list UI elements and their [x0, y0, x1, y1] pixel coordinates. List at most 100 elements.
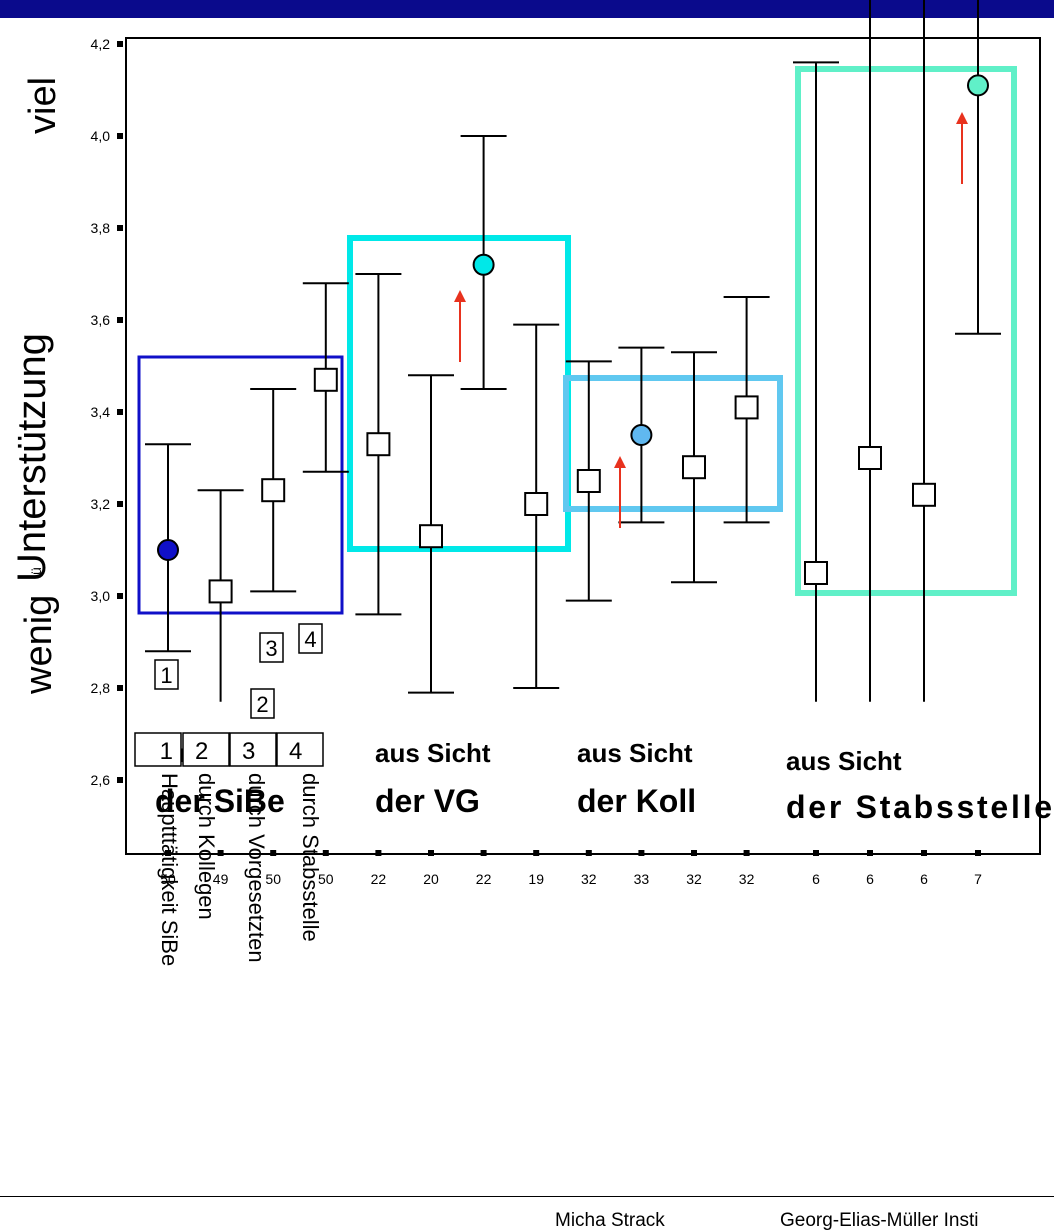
y-tick-mark [117, 133, 123, 139]
point-number-box [250, 688, 275, 719]
footer-author: Micha Strack [555, 1210, 665, 1231]
legend-number-box [134, 732, 182, 767]
x-tick-mark [375, 850, 382, 856]
y-tick-label: 3,0 [91, 588, 111, 604]
x-count-label: 22 [476, 871, 492, 887]
mean-marker-square [734, 395, 759, 420]
mean-marker-square [261, 478, 286, 503]
group-label-line1: aus Sicht [577, 738, 693, 768]
mean-marker-square [366, 432, 391, 457]
point-number-label: 3 [265, 636, 277, 661]
y-tick-mark [117, 41, 123, 47]
y-tick-label: 2,6 [91, 772, 111, 788]
mean-marker-square [576, 469, 601, 493]
mean-marker-square [858, 446, 882, 470]
group-label-line2: der SiBe [155, 783, 285, 819]
x-count-label: 50 [160, 871, 176, 887]
footer-institute: Georg-Elias-Müller Insti [780, 1210, 979, 1231]
x-tick-mark [638, 850, 645, 856]
x-tick-mark [975, 850, 981, 856]
y-tick-label: 3,2 [91, 496, 111, 512]
x-count-label: 32 [739, 871, 755, 887]
x-tick-mark [691, 850, 697, 856]
x-tick-mark [743, 850, 750, 856]
y-tick-label: 3,4 [91, 404, 111, 420]
y-tick-label: 4,2 [91, 36, 111, 52]
x-tick-mark [813, 850, 819, 856]
group-box-4 [795, 66, 1017, 596]
x-tick-mark [921, 850, 927, 856]
x-tick-mark [217, 850, 224, 856]
improvement-arrow-head [454, 290, 466, 302]
mean-marker-circle [967, 74, 989, 97]
x-count-label: 49 [213, 871, 229, 887]
y-tick-mark [117, 593, 123, 599]
mean-marker-circle [157, 539, 179, 561]
legend-text-2: durch Kollegen [194, 773, 219, 920]
legend-number-box [276, 732, 324, 767]
x-tick-mark [585, 850, 592, 856]
x-count-label: 32 [581, 871, 597, 887]
x-tick-mark [867, 850, 873, 856]
mean-marker-circle [472, 253, 495, 276]
plot-frame [125, 37, 1041, 855]
x-count-label: 6 [812, 871, 820, 887]
mean-marker-square [524, 492, 549, 516]
point-number-box [298, 623, 323, 654]
legend-number: 3 [242, 738, 255, 765]
group-box-3 [563, 375, 783, 512]
legend-text-4: durch Stabsstelle [298, 773, 323, 942]
x-count-label: 33 [634, 871, 650, 887]
y-tick-label: 3,6 [91, 312, 111, 328]
legend-number: 2 [195, 738, 208, 765]
x-count-label: 50 [318, 871, 334, 887]
top-bar [0, 0, 1054, 18]
group-label-line1: aus Sicht [786, 746, 902, 776]
point-number-box [154, 659, 179, 690]
x-tick-mark [533, 850, 540, 856]
x-count-label: 50 [265, 871, 281, 887]
legend-number-box [229, 732, 277, 767]
y-tick-mark [117, 777, 123, 783]
x-count-label: 7 [974, 871, 982, 887]
improvement-arrow-head [956, 112, 968, 124]
mean-marker-square [419, 524, 443, 549]
y-tick-mark [117, 501, 123, 507]
y-tick-mark [117, 225, 123, 231]
y-tick-mark [117, 685, 123, 691]
mean-marker-circle [630, 424, 653, 446]
x-count-label: 19 [528, 871, 544, 887]
mean-marker-square [208, 579, 233, 604]
group-label-line2: der VG [375, 783, 480, 819]
group-label-line2: der Stabsstelle [786, 789, 1052, 825]
mean-marker-square [682, 455, 706, 480]
group-label-line2: der Koll [577, 783, 696, 819]
y-tick-label: 3,8 [91, 220, 111, 236]
x-count-label: 32 [686, 871, 702, 887]
y-tick-mark [117, 409, 123, 415]
x-count-label: 6 [920, 871, 928, 887]
mean-marker-square [804, 561, 828, 585]
point-number-label: 4 [304, 627, 316, 652]
legend-number: 1 [160, 738, 173, 765]
improvement-arrow-head [614, 456, 626, 468]
y-tick-label: 2,8 [91, 680, 111, 696]
x-count-label: 20 [423, 871, 439, 887]
legend-number: 4 [289, 738, 302, 765]
y-tick-mark [117, 317, 123, 323]
x-tick-mark [165, 850, 171, 856]
x-count-label: 6 [866, 871, 874, 887]
legend-text-3: durch Vorgesetzten [244, 773, 269, 963]
y-tick-label: 4,0 [91, 128, 111, 144]
x-tick-mark [270, 850, 277, 856]
group-label-line1: aus Sicht [375, 738, 491, 768]
mean-marker-square [912, 482, 936, 507]
group-box-1 [137, 355, 344, 615]
x-tick-mark [322, 850, 329, 856]
point-number-label: 2 [256, 692, 268, 717]
x-tick-mark [480, 850, 487, 856]
legend-number-box [182, 732, 230, 767]
mean-marker-square [313, 367, 338, 392]
